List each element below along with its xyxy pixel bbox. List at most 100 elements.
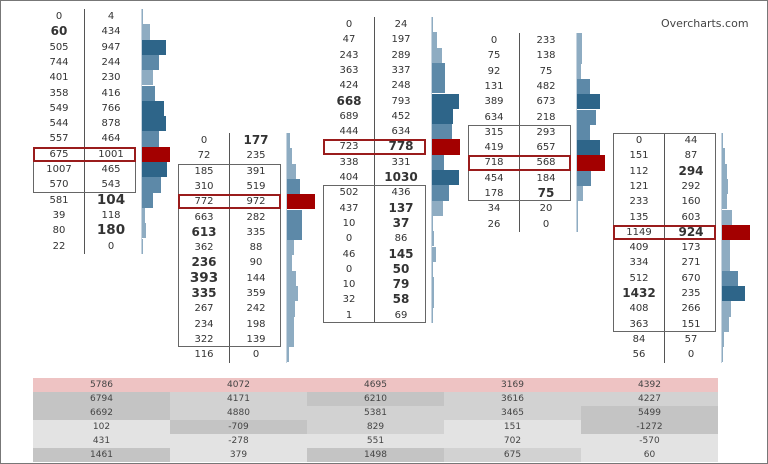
ask-volume-cell: 177 [243,133,269,147]
volume-bar [287,286,299,302]
volume-bar [287,316,294,332]
bid-volume-cell: 557 [49,133,69,145]
summary-cell: 675 [444,448,581,462]
volume-bar [722,255,731,271]
volume-bar [722,194,728,210]
ask-volume-cell: 391 [246,165,266,177]
volume-bar [142,100,164,117]
ask-volume-cell: 160 [681,196,701,208]
ask-volume-cell: 248 [391,80,411,92]
summary-cell: 3616 [444,392,581,406]
ask-volume-cell: 0 [687,349,695,361]
ask-volume-cell: 230 [101,72,121,84]
volume-bar [577,109,596,125]
ask-volume-cell: 670 [681,272,701,284]
ask-volume-cell: 37 [392,215,410,230]
volume-bar [722,178,728,195]
bid-volume-cell: 549 [49,102,69,114]
volume-bar [432,215,433,232]
volume-bar [142,24,151,40]
volume-bar [577,124,591,141]
bid-volume-cell: 233 [629,196,649,208]
bid-volume-cell: 409 [629,242,649,254]
ask-volume-cell: 50 [392,261,410,276]
poc-bar [142,146,170,162]
ask-volume-cell: 90 [249,257,263,269]
bid-volume-cell: 46 [342,248,356,260]
volume-bar [432,277,434,293]
summary-cell: 4171 [170,392,307,406]
ask-volume-cell: 416 [101,87,121,99]
bid-volume-cell: 1007 [46,164,72,175]
summary-cell: 6692 [33,406,170,420]
summary-cell: -570 [581,434,718,448]
summary-cell: 4392 [581,378,718,392]
bid-volume-cell: 92 [487,65,501,77]
summary-cell: 702 [444,434,581,448]
ask-volume-cell: 452 [391,110,411,122]
ask-volume-cell: 139 [246,333,266,345]
ask-volume-cell: 465 [101,164,121,175]
volume-bar [577,48,582,64]
bid-ask-divider [229,133,230,363]
value-area-box [323,185,426,323]
volume-bar [722,133,723,149]
volume-bar [722,316,729,332]
bid-volume-cell: 0 [635,135,643,146]
ask-volume-cell: 4 [107,11,115,22]
poc-highlight-box [468,155,571,171]
volume-bar [722,347,723,363]
ask-volume-cell: 634 [391,126,411,138]
poc-highlight-box [178,194,281,210]
ask-volume-cell: 1030 [384,170,418,184]
bid-volume-cell: 723 [339,141,359,153]
volume-bar [142,177,161,193]
volume-bar [142,207,145,224]
bid-volume-cell: 0 [345,19,353,30]
poc-bar [432,139,460,155]
ask-volume-cell: 20 [539,203,553,215]
ask-volume-cell: 88 [249,242,263,254]
summary-row: 1461 379 1498 675 60 [33,448,718,462]
summary-cell: 4880 [170,406,307,420]
bid-volume-cell: 84 [632,333,646,345]
volume-bar [287,240,295,256]
bid-volume-cell: 335 [191,286,217,300]
ask-volume-cell: 337 [391,64,411,76]
volume-bar [432,47,442,63]
bid-volume-cell: 505 [49,41,69,53]
volume-bar [577,78,591,95]
volume-bar [722,209,732,225]
ask-volume-cell: 924 [678,224,704,239]
volume-bar [722,270,738,286]
bid-volume-cell: 234 [194,318,214,330]
bid-volume-cell: 60 [50,24,68,39]
ask-volume-cell: 244 [101,56,121,68]
volume-bar [142,85,155,101]
ask-volume-cell: 0 [542,218,550,230]
bid-volume-cell: 401 [49,72,69,84]
poc-highlight-box [33,146,136,162]
bid-volume-cell: 151 [629,150,649,162]
ask-volume-cell: 75 [539,65,553,77]
bid-volume-cell: 315 [484,126,504,138]
summary-cell: -1272 [581,420,718,434]
bid-volume-cell: 502 [339,187,359,199]
summary-cell: 4695 [307,378,444,392]
volume-bar [432,62,446,79]
summary-row: 6794 4171 6210 3616 4227 [33,392,718,406]
ask-volume-cell: 180 [96,222,126,239]
summary-cell: 151 [444,420,581,434]
ask-volume-cell: 69 [394,309,408,321]
ask-volume-cell: 673 [536,96,556,108]
histogram-axis [721,133,722,363]
bid-volume-cell: 419 [484,142,504,154]
bid-volume-cell: 744 [49,56,69,68]
bid-volume-cell: 358 [49,87,69,99]
volume-bar [432,93,460,109]
summary-cell: 3465 [444,406,581,420]
volume-bar [577,170,591,186]
ask-volume-cell: 657 [536,142,556,154]
volume-bar [577,33,583,49]
ask-volume-cell: 242 [246,303,266,315]
